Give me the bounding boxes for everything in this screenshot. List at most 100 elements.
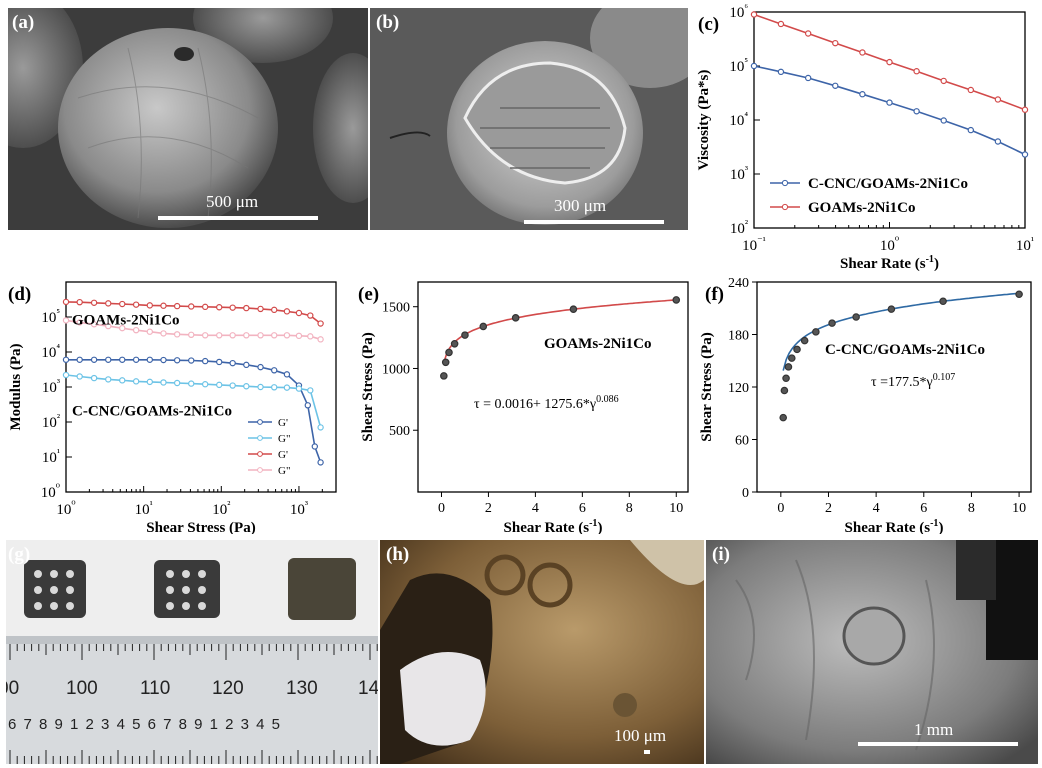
legend-label: G' xyxy=(278,417,288,429)
data-point xyxy=(784,363,793,371)
data-point xyxy=(90,299,98,306)
panel-label-a: (a) xyxy=(12,12,35,33)
legend-marker xyxy=(257,419,263,425)
series-line xyxy=(753,65,1026,156)
plot-frame xyxy=(417,281,689,493)
x-tick-label: 10⁻¹ xyxy=(742,236,766,254)
panel-label-b: (b) xyxy=(376,12,400,33)
data-point xyxy=(804,30,812,37)
data-point xyxy=(160,302,167,309)
y-tick-label: 10³ xyxy=(42,378,60,396)
x-axis-label: Shear Rate (s-1) xyxy=(845,518,944,534)
data-point xyxy=(940,77,947,85)
panel-label-g: (g) xyxy=(8,544,31,565)
data-point xyxy=(229,304,236,311)
annotation-ccnc: C-CNC/GOAMs-2Ni1Co xyxy=(72,403,232,419)
data-point xyxy=(90,374,98,382)
data-point xyxy=(787,354,796,362)
data-point xyxy=(146,302,153,309)
x-tick-label: 4 xyxy=(873,501,880,516)
ruler-number: 100 xyxy=(66,678,98,699)
y-tick-label: 10⁶ xyxy=(729,3,748,21)
annotation-series: GOAMs-2Ni1Co xyxy=(544,336,652,352)
y-tick-label: 10⁴ xyxy=(729,111,748,129)
data-point xyxy=(283,371,291,378)
data-point xyxy=(994,96,1002,103)
scale-bar-i xyxy=(858,742,1018,746)
data-point xyxy=(672,296,681,304)
data-point xyxy=(782,374,790,383)
annotation-goams: GOAMs-2Ni1Co xyxy=(72,312,180,328)
sem-image-a: (a) 500 μm xyxy=(8,8,368,230)
x-tick-label: 10¹ xyxy=(135,500,153,518)
y-tick-label: 120 xyxy=(728,381,749,396)
data-point xyxy=(779,413,788,422)
data-point xyxy=(295,385,303,392)
ruler-number: 110 xyxy=(140,678,171,699)
data-point xyxy=(913,68,920,75)
data-point xyxy=(132,301,140,308)
ruler-number: 130 xyxy=(286,678,318,699)
data-point xyxy=(229,382,236,389)
chart-d-svg: (d) 10⁰ 10¹ 10² 10³ 10⁰ 10¹ 10² 10³ 10⁴ 10⁵ Shear S… xyxy=(8,281,337,536)
data-point xyxy=(283,384,291,391)
y-axis-label: Modulus (Pa) xyxy=(8,343,24,430)
y-tick-label: 0 xyxy=(742,486,749,501)
y-axis-label: Shear Stress (Pa) xyxy=(699,332,715,441)
data-point xyxy=(283,308,291,315)
legend-marker xyxy=(781,203,789,211)
x-axis-label: Shear Rate (s-1) xyxy=(504,518,603,534)
data-point xyxy=(270,306,278,314)
panel-label: (e) xyxy=(358,284,379,305)
x-axis-label: Shear Rate (s-1) xyxy=(840,254,939,272)
panel-label-h: (h) xyxy=(386,544,410,565)
panel-label: (f) xyxy=(705,284,724,305)
data-point xyxy=(450,339,459,348)
data-point xyxy=(479,322,488,331)
data-point xyxy=(440,372,448,380)
data-point xyxy=(812,328,820,336)
scale-bar-b xyxy=(524,220,664,224)
data-point xyxy=(994,138,1002,145)
x-axis-label: Shear Stress (Pa) xyxy=(146,520,255,534)
data-point xyxy=(160,330,167,337)
data-point xyxy=(76,319,83,326)
y-tick-label: 1500 xyxy=(382,301,410,316)
data-point xyxy=(859,49,866,56)
data-point xyxy=(62,371,70,379)
chart-c-svg: (c) 10⁻¹ 10⁰ 10¹ 10² 10³ 10⁴ 10⁵ 10⁶ Shear Rate (… xyxy=(696,3,1034,272)
chart-f-svg: (f) 0 2 4 6 8 10 0 60 120 180 240 Shear Rate (s-1) Sh… xyxy=(699,276,1032,536)
data-point xyxy=(76,298,83,306)
data-point xyxy=(243,383,250,390)
data-point xyxy=(461,331,469,339)
legend-label: GOAMs-2Ni1Co xyxy=(808,200,916,216)
data-point xyxy=(119,300,126,308)
x-tick-label: 0 xyxy=(777,501,784,516)
x-tick-label: 10⁰ xyxy=(880,236,899,254)
scale-bar-h xyxy=(644,750,650,754)
data-point xyxy=(76,356,83,363)
data-point xyxy=(132,326,140,334)
data-point xyxy=(62,356,70,363)
data-point xyxy=(216,381,223,389)
data-point xyxy=(777,20,785,28)
y-tick-label: 10⁴ xyxy=(41,343,60,361)
legend-label: G" xyxy=(278,433,290,445)
x-tick-label: 10 xyxy=(669,501,683,516)
y-tick-label: 240 xyxy=(728,276,749,291)
y-tick-label: 1000 xyxy=(382,362,410,377)
ruler-number: 120 xyxy=(212,678,244,699)
data-point xyxy=(105,300,112,307)
y-tick-label: 10² xyxy=(730,219,748,237)
x-tick-label: 8 xyxy=(968,501,975,516)
x-tick-label: 8 xyxy=(626,501,633,516)
data-point xyxy=(257,305,264,313)
data-point xyxy=(800,336,809,345)
data-point xyxy=(750,11,758,18)
scale-label-i: 1 mm xyxy=(914,720,954,739)
data-point xyxy=(913,108,920,115)
chart-f: (f) 0 2 4 6 8 10 0 60 120 180 240 Shear Rate (s-1) Sh… xyxy=(697,272,1042,536)
series-line xyxy=(443,299,677,363)
data-point xyxy=(188,303,195,310)
data-point xyxy=(201,381,209,388)
